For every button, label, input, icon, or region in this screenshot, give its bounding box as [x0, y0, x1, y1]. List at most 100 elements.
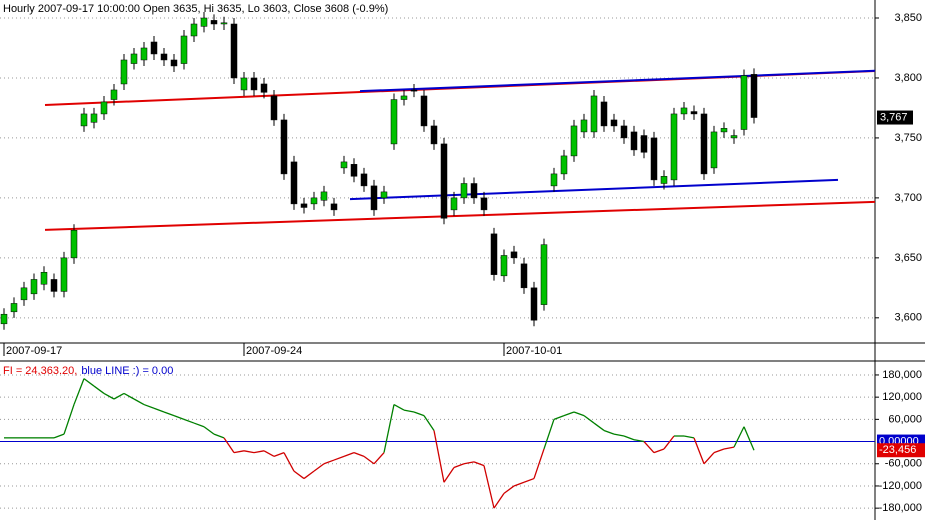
y-tick-label: 3,600	[894, 312, 922, 324]
y-tick-label: 120,000	[882, 391, 922, 403]
indicator-segment	[393, 403, 405, 411]
candle-body	[620, 125, 628, 139]
indicator-segment	[273, 452, 285, 457]
candle-body	[40, 271, 48, 285]
candle-body	[370, 185, 378, 211]
candle-body	[250, 77, 258, 91]
indicator-segment	[503, 485, 515, 494]
indicator-segment	[123, 392, 135, 400]
candle-body	[710, 131, 718, 169]
x-tick-label: 2007-09-24	[246, 345, 302, 357]
indicator-segment	[743, 426, 755, 451]
indicator-segment	[103, 392, 115, 400]
candle-body	[230, 23, 238, 79]
candle-body	[30, 279, 38, 295]
indicator-segment	[373, 452, 385, 465]
candle-body	[190, 23, 198, 37]
last-price-box	[877, 110, 913, 125]
candle-body	[380, 191, 388, 199]
candle-body	[160, 53, 168, 61]
candle-body	[560, 155, 568, 175]
candle-body	[490, 233, 498, 275]
y-tick-label: 3,650	[894, 252, 922, 264]
indicator-segment	[693, 437, 705, 464]
candle-body	[520, 263, 528, 289]
indicator-segment	[233, 450, 245, 454]
indicator-segment	[163, 411, 175, 417]
candle-body	[600, 101, 608, 127]
candle-body	[90, 113, 98, 123]
indicator-segment	[213, 433, 225, 439]
candle-body	[420, 95, 428, 127]
indicator-segment	[473, 461, 485, 467]
indicator-segment	[533, 448, 545, 479]
indicator-segment	[483, 465, 495, 509]
indicator-segment	[453, 463, 465, 469]
candle-body	[80, 113, 88, 127]
candle-body	[640, 135, 648, 153]
y-tick-label: 3,700	[894, 192, 922, 204]
indicator-segment	[313, 463, 325, 472]
indicator-segment	[173, 415, 185, 420]
candle-body	[200, 17, 208, 27]
candle-body	[70, 230, 78, 259]
indicator-segment	[443, 467, 455, 483]
indicator-segment	[53, 433, 65, 439]
indicator-segment	[573, 411, 585, 417]
indicator-segment	[63, 404, 75, 435]
candle-body	[430, 125, 438, 145]
indicator-segment	[613, 433, 625, 437]
indicator-segment	[563, 411, 575, 417]
candle-body	[130, 53, 138, 64]
candle-body	[460, 183, 468, 199]
indicator-segment	[553, 415, 565, 420]
candle-body	[530, 287, 538, 321]
indicator-segment	[113, 392, 125, 400]
candle-body	[750, 74, 758, 118]
candle-body	[450, 197, 458, 211]
indicator-segment	[253, 450, 265, 454]
indicator-segment	[203, 426, 215, 435]
indicator-segment	[243, 450, 255, 454]
indicator-segment	[623, 435, 635, 441]
candle-body	[290, 161, 298, 205]
indicator-segment	[223, 437, 235, 454]
indicator-segment	[583, 415, 595, 424]
last-price-label: 3,767	[880, 111, 908, 123]
indicator-segment	[663, 435, 675, 450]
indicator-segment	[133, 398, 145, 406]
candle-body	[310, 197, 318, 205]
candle-body	[360, 173, 368, 187]
candle-body	[100, 101, 108, 115]
y-tick-label: -60,000	[885, 458, 922, 470]
candle-body	[680, 107, 688, 115]
indicator-segment	[353, 452, 365, 457]
candle-body	[220, 22, 228, 25]
candle-body	[150, 41, 158, 55]
indicator-segment	[703, 452, 715, 465]
candle-body	[700, 113, 708, 175]
indicator-segment	[283, 452, 295, 472]
indicator-segment	[323, 459, 335, 465]
candle-body	[410, 89, 418, 92]
indicator-segment	[433, 430, 445, 483]
candle-body	[330, 203, 338, 211]
candle-body	[320, 191, 328, 201]
y-tick-label: 180,000	[882, 369, 922, 381]
candle-body	[690, 111, 698, 115]
trend-line	[359, 69, 876, 93]
indicator-segment	[293, 470, 305, 480]
candle-body	[300, 203, 308, 208]
candle-body	[170, 59, 178, 67]
y-tick-label: 3,800	[894, 72, 922, 84]
candle-body	[660, 176, 668, 184]
indicator-segment	[723, 446, 735, 450]
indicator-segment	[383, 404, 395, 453]
candle-body	[180, 35, 188, 64]
y-tick-label: 60,000	[888, 413, 922, 425]
candle-body	[510, 251, 518, 259]
indicator-segment	[83, 378, 95, 387]
candle-body	[110, 89, 118, 100]
candle-body	[400, 95, 408, 100]
